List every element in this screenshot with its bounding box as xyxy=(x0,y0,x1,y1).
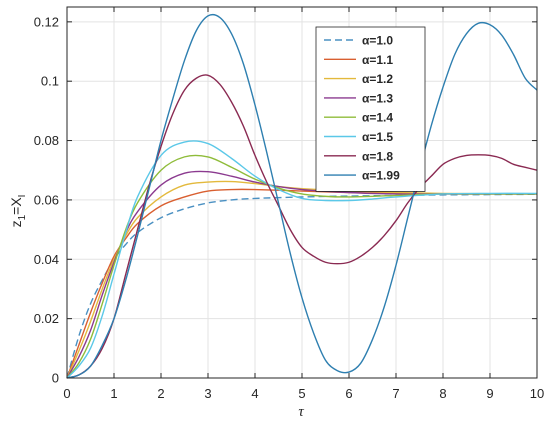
x-axis-label: τ xyxy=(298,404,304,420)
x-tick-label: 1 xyxy=(110,386,117,401)
x-tick-label: 8 xyxy=(439,386,446,401)
y-axis-label: z1=XI xyxy=(8,195,28,228)
x-tick-label: 0 xyxy=(63,386,70,401)
series-line-4 xyxy=(66,154,537,379)
x-tick-label: 5 xyxy=(298,386,305,401)
y-tick-label: 0.1 xyxy=(41,74,59,89)
ticks: 0 1 2 3 4 5 6 7 8 9 10 0 0.02 0.04 0.06 0.08 0.1 0.12 xyxy=(34,7,544,401)
y-tick-label: 0 xyxy=(52,371,59,386)
legend-entry-label: α=1.0 xyxy=(362,34,393,48)
legend: α=1.0 α=1.1 α=1.2 α=1.3 α=1.4 α=1.5 α=1.8 α=1.9… xyxy=(315,26,426,192)
series-line-7 xyxy=(66,13,538,379)
series-layer xyxy=(66,13,538,379)
x-tick-label: 4 xyxy=(251,386,258,401)
series-line-5 xyxy=(66,140,538,379)
y-axis-label-main: z xyxy=(8,220,24,227)
x-tick-label: 10 xyxy=(530,386,544,401)
y-axis-label-sub2: I xyxy=(17,195,28,198)
x-tick-label: 7 xyxy=(392,386,399,401)
x-tick-label: 9 xyxy=(486,386,493,401)
legend-entry-label: α=1.1 xyxy=(362,53,393,67)
legend-entry-label: α=1.5 xyxy=(362,130,393,144)
legend-entry-label: α=1.4 xyxy=(362,111,393,125)
x-tick-label: 2 xyxy=(157,386,164,401)
legend-entry-label: α=1.99 xyxy=(362,169,400,183)
series-line-3 xyxy=(66,170,537,379)
series-line-2 xyxy=(66,180,538,379)
legend-entry-label: α=1.2 xyxy=(362,72,393,86)
y-tick-label: 0.12 xyxy=(34,14,59,29)
x-tick-label: 3 xyxy=(204,386,211,401)
legend-box xyxy=(315,26,426,192)
y-axis-label-sub1: 1 xyxy=(17,214,28,220)
y-tick-label: 0.08 xyxy=(34,133,59,148)
legend-entry-label: α=1.3 xyxy=(362,91,393,105)
legend-entry-label: α=1.8 xyxy=(362,149,393,163)
y-tick-label: 0.02 xyxy=(34,311,59,326)
y-tick-label: 0.04 xyxy=(34,252,59,267)
y-tick-label: 0.06 xyxy=(34,192,59,207)
y-axis-label-mid: =X xyxy=(8,197,24,215)
series-line-6 xyxy=(66,74,538,379)
x-tick-label: 6 xyxy=(345,386,352,401)
